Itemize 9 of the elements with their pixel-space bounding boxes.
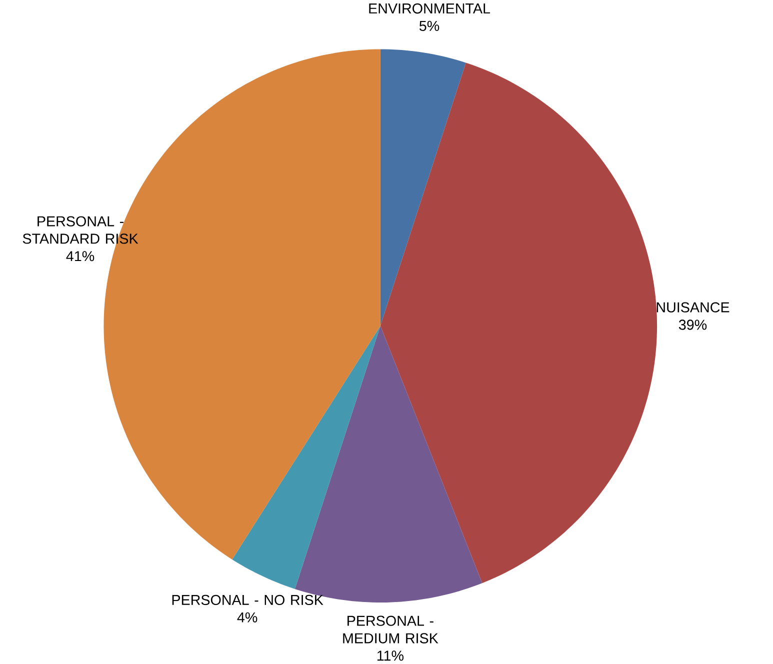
data-label: 41%: [66, 251, 94, 262]
slice-label: PERSONAL - MEDIUM RISK: [343, 616, 438, 644]
slice-label: ENVIRONMENTAL: [369, 3, 490, 14]
data-label: 5%: [419, 20, 440, 31]
slice-label: PERSONAL - NO RISK: [172, 594, 324, 605]
data-label: 11%: [377, 650, 404, 661]
slice-label: NUISANCE: [656, 302, 730, 312]
data-label: 39%: [678, 320, 707, 330]
data-label: 4%: [237, 612, 258, 622]
